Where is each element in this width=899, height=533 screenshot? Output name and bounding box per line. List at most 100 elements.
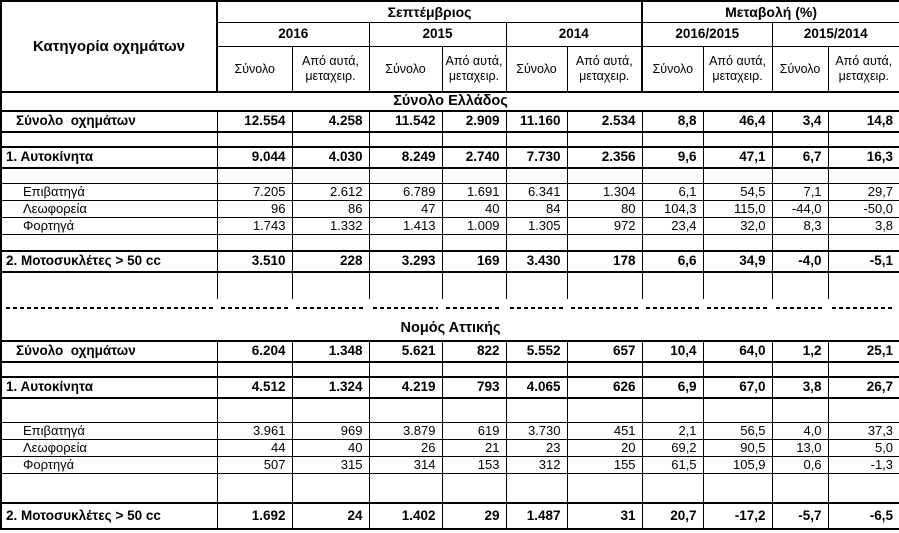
value-cell: 6,7 [771, 145, 829, 169]
row-label-cell: Φορτηγά [0, 217, 218, 236]
table-row: 2. Μοτοσυκλέτες > 50 cc 1.692 24 1.402 29 1.4… [0, 501, 899, 530]
spacer-cell [771, 361, 829, 377]
dashed-line [571, 306, 639, 309]
value-cell: 14,8 [827, 109, 899, 133]
subheader-used: Από αυτά, μεταχειρ. [702, 45, 773, 93]
value-cell: 105,9 [702, 456, 773, 475]
value-cell: 40 [441, 200, 507, 219]
value-cell: 4.065 [505, 375, 568, 399]
value-cell: 969 [291, 422, 370, 441]
dashed-cell [217, 299, 292, 317]
value-cell: 64,0 [702, 339, 773, 363]
dashed-cell [292, 299, 369, 317]
value-cell: -44,0 [771, 200, 829, 219]
spacer-cell [291, 167, 370, 184]
value-cell: 3.730 [505, 422, 568, 441]
spacer-row [0, 361, 899, 377]
change-group-header: Μεταβολή (%) [641, 0, 899, 23]
dashed-cell [567, 299, 642, 317]
spacer-cell [566, 234, 643, 251]
spacer-cell [368, 397, 443, 423]
value-cell: 7.730 [505, 145, 568, 169]
spacer-cell [505, 234, 568, 251]
spacer-cell [702, 397, 773, 423]
dashed-line [296, 306, 365, 309]
value-cell: 315 [291, 456, 370, 475]
row-label-cell: Λεωφορεία [0, 200, 218, 219]
spacer-cell [216, 397, 293, 423]
spacer-cell [771, 131, 829, 147]
value-cell: -1,3 [827, 456, 899, 475]
value-cell: -50,0 [827, 200, 899, 219]
value-cell: 1.743 [216, 217, 293, 236]
subheader-total: Σύνολο [771, 45, 829, 93]
value-cell: 21 [441, 439, 507, 458]
value-cell: 11.542 [368, 109, 443, 133]
value-cell: 1.324 [291, 375, 370, 399]
value-cell: 228 [291, 249, 370, 273]
subheader-total: Σύνολο [641, 45, 704, 93]
spacer-cell [641, 271, 704, 299]
value-cell: 3,8 [827, 217, 899, 236]
spacer-cell [566, 271, 643, 299]
spacer-cell [702, 131, 773, 147]
dashed-cell [442, 299, 506, 317]
spacer-cell [0, 131, 218, 147]
spacer-cell [441, 234, 507, 251]
spacer-cell [702, 234, 773, 251]
spacer-cell [641, 131, 704, 147]
spacer-cell [368, 234, 443, 251]
spacer-cell [216, 167, 293, 184]
value-cell: 23 [505, 439, 568, 458]
spacer-cell [771, 397, 829, 423]
value-cell: 90,5 [702, 439, 773, 458]
spacer-cell [441, 361, 507, 377]
value-cell: 16,3 [827, 145, 899, 169]
value-cell: 7,1 [771, 183, 829, 202]
value-cell: 3.430 [505, 249, 568, 273]
row-label-cell: Σύνολο οχημάτων [0, 339, 218, 363]
value-cell: 26,7 [827, 375, 899, 399]
value-cell: 822 [441, 339, 507, 363]
row-label-cell: 1. Αυτοκίνητα [0, 145, 218, 169]
value-cell: 10,4 [641, 339, 704, 363]
dashed-line [646, 306, 700, 309]
header-sub-row: Σύνολο Από αυτά, μεταχειρ. Σύνολο Από αυ… [1, 45, 899, 93]
value-cell: 5.552 [505, 339, 568, 363]
table-body: Σύνολο Ελλάδος Σύνολο οχημάτων 12.554 4.258… [0, 92, 899, 530]
value-cell: 619 [441, 422, 507, 441]
value-cell: 1.413 [368, 217, 443, 236]
value-cell: 8.249 [368, 145, 443, 169]
subheader-total: Σύνολο [505, 45, 568, 93]
value-cell: 6,9 [641, 375, 704, 399]
dashed-separator-row [1, 299, 899, 317]
value-cell: 3,4 [771, 109, 829, 133]
spacer-cell [441, 271, 507, 299]
value-cell: 12.554 [216, 109, 293, 133]
table-row: 1. Αυτοκίνητα 9.044 4.030 8.249 2.740 7.730 2.… [0, 145, 899, 169]
table-row: Σύνολο οχημάτων 6.204 1.348 5.621 822 5.552 65… [0, 339, 899, 363]
dashed-cell [642, 299, 703, 317]
section-title: Σύνολο Ελλάδος [393, 93, 508, 109]
spacer-cell [291, 361, 370, 377]
value-cell: 7.205 [216, 183, 293, 202]
spacer-cell [441, 167, 507, 184]
value-cell: 2,1 [641, 422, 704, 441]
value-cell: 1.009 [441, 217, 507, 236]
value-cell: 6.789 [368, 183, 443, 202]
spacer-cell [827, 167, 899, 184]
value-cell: 312 [505, 456, 568, 475]
spacer-cell [641, 361, 704, 377]
value-cell: 115,0 [702, 200, 773, 219]
row-label-cell: Φορτηγά [0, 456, 218, 475]
spacer-cell [216, 473, 293, 503]
spacer-cell [216, 131, 293, 147]
value-cell: 46,4 [702, 109, 773, 133]
spacer-cell [0, 234, 218, 251]
value-cell: 2.356 [566, 145, 643, 169]
spacer-cell [368, 361, 443, 377]
row-label-cell: Επιβατηγά [0, 422, 218, 441]
subheader-used: Από αυτά, μεταχειρ. [566, 45, 643, 93]
dashed-cell [828, 299, 899, 317]
